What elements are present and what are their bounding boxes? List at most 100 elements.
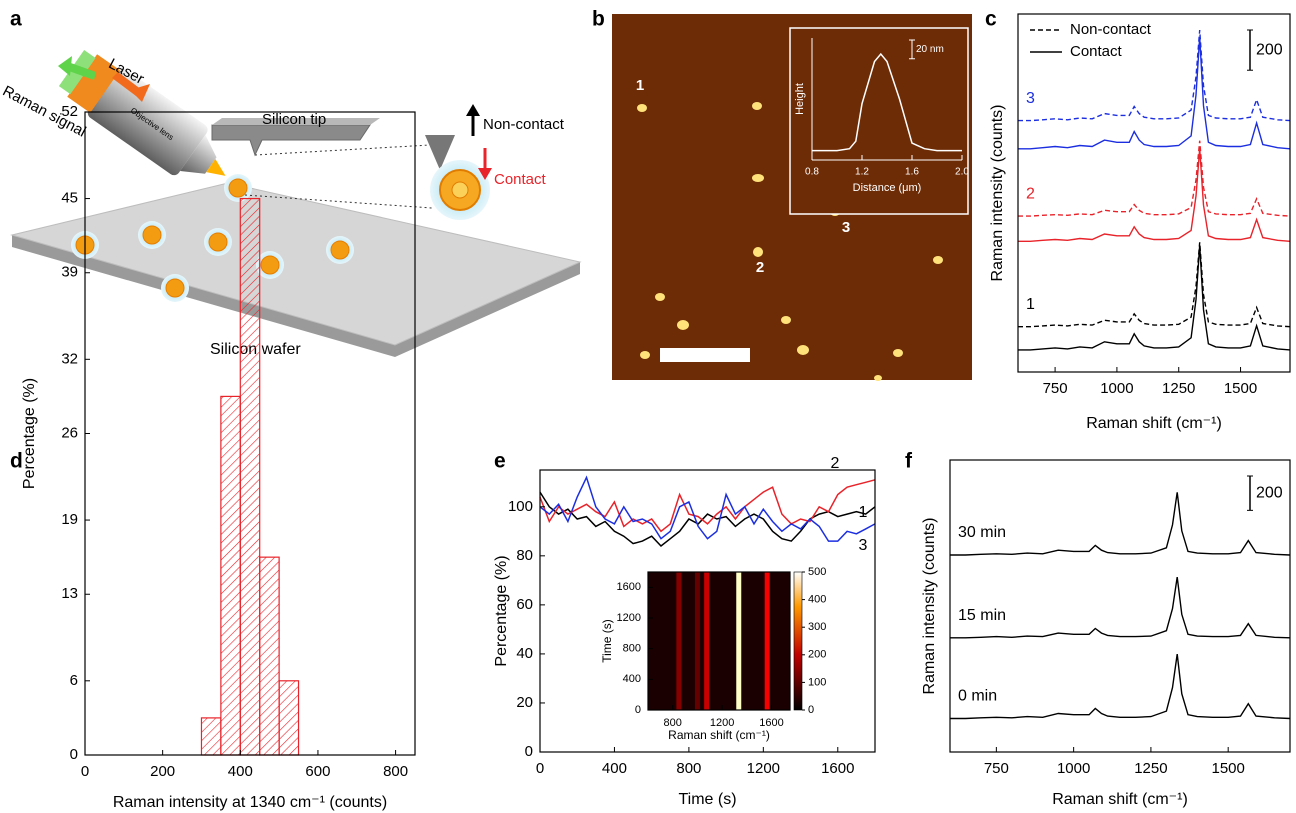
y-tick-label: 1600 [617,581,641,593]
histogram-bar [239,197,261,756]
y-tick-label: 39 [61,264,78,281]
panel-label: d [10,450,23,473]
legend-label: Contact [1070,43,1123,60]
plot-frame [539,469,876,753]
y-tick-label: 60 [516,596,533,613]
y-axis-label: Percentage (%) [21,378,38,489]
x-tick-label: 200 [150,763,175,780]
x-tick-label: 1250 [1162,380,1195,397]
colorbar [793,571,803,711]
y-tick-label: 1200 [617,612,641,624]
y-tick-label: 40 [516,645,533,662]
plot-frame [1017,13,1291,373]
x-tick-label: 1500 [1224,380,1257,397]
histogram-bar [220,395,241,756]
y-tick-label: 6 [70,672,78,689]
x-tick-label: 1000 [1057,760,1090,777]
panel-label: e [494,450,506,473]
x-tick-label: 800 [664,717,682,729]
panel-label: a [10,8,22,31]
heatmap-column [764,572,770,710]
spectrum [1018,242,1291,328]
x-axis-label: Distance (μm) [853,182,922,194]
series-line [539,491,876,548]
y-tick-label: 52 [61,103,78,120]
group-label: 0 min [958,688,997,705]
plot-frame [647,571,791,711]
panel-label: f [905,450,913,473]
x-tick-label: 1200 [747,760,780,777]
spectrum [1018,140,1291,217]
particle-label: 3 [842,219,850,236]
y-tick-label: 20 [516,694,533,711]
x-tick-label: 0 [81,763,89,780]
spectrum [1018,148,1291,242]
group-label: 3 [1026,90,1035,107]
colorbar-label: 500 [808,566,826,578]
x-tick-label: 1600 [821,760,854,777]
x-tick-label: 800 [383,763,408,780]
group-label: 30 min [958,524,1006,541]
x-tick-label: 1500 [1211,760,1244,777]
series-line [539,479,876,533]
y-tick-label: 0 [635,704,641,716]
y-axis-label: Raman intensity (counts) [989,105,1006,282]
particle-label: 2 [756,259,764,276]
heatmap-column [704,572,710,710]
spectrum [950,576,1291,639]
profile-line [812,52,962,152]
x-tick-label: 750 [1043,380,1068,397]
spectrum [1018,245,1291,351]
y-tick-label: 19 [61,511,78,528]
y-tick-label: 80 [516,547,533,564]
series-label: 3 [859,537,868,554]
scale-label: 200 [1256,41,1283,58]
x-tick-label: 1200 [710,717,734,729]
panel-label: c [985,8,997,31]
heatmap-column [736,572,742,710]
x-axis-label: Raman intensity at 1340 cm⁻¹ (counts) [113,794,387,811]
x-tick-label: 600 [305,763,330,780]
spectrum [1018,30,1291,122]
panel-label: b [592,8,605,31]
colorbar-label: 100 [808,676,826,688]
spectrum [1018,37,1291,150]
y-tick-label: 400 [623,673,641,685]
y-axis-label: Percentage (%) [493,555,510,666]
y-tick-label: 45 [61,190,78,207]
y-axis-label: Raman intensity (counts) [921,518,938,695]
scale-label: 20 nm [916,44,944,55]
y-tick-label: 100 [508,498,533,515]
x-axis-label: Raman shift (cm⁻¹) [668,728,770,742]
y-tick-label: 32 [61,350,78,367]
x-tick-label: 1000 [1100,380,1133,397]
histogram-bar [200,717,222,756]
heatmap-column [694,572,700,710]
scale-label: 200 [1256,484,1283,501]
series-label: 1 [859,504,868,521]
spectrum [950,492,1291,556]
x-tick-label: 750 [984,760,1009,777]
x-tick-label: 0 [536,760,544,777]
y-axis-label: Time (s) [600,619,614,663]
x-axis-label: Time (s) [678,791,736,808]
colorbar-label: 200 [808,649,826,661]
afm-image: 1 2 3 [612,14,972,381]
group-label: 15 min [958,607,1006,624]
x-tick-label: 400 [602,760,627,777]
plot-frame [949,459,1291,753]
x-tick-label: 2.0 [955,167,969,178]
y-axis-label: Height [794,83,806,115]
schematic: Objective lens Laser Raman signal Silico… [0,50,582,358]
x-tick-label: 0.8 [805,167,819,178]
colorbar-label: 400 [808,594,826,606]
series-label: 2 [831,455,840,472]
group-label: 1 [1026,296,1035,313]
y-tick-label: 26 [61,424,78,441]
y-tick-label: 0 [70,746,78,763]
noncontact-label: Non-contact [483,116,565,133]
x-tick-label: 400 [228,763,253,780]
spectrum [950,654,1291,720]
x-tick-label: 1.6 [905,167,919,178]
